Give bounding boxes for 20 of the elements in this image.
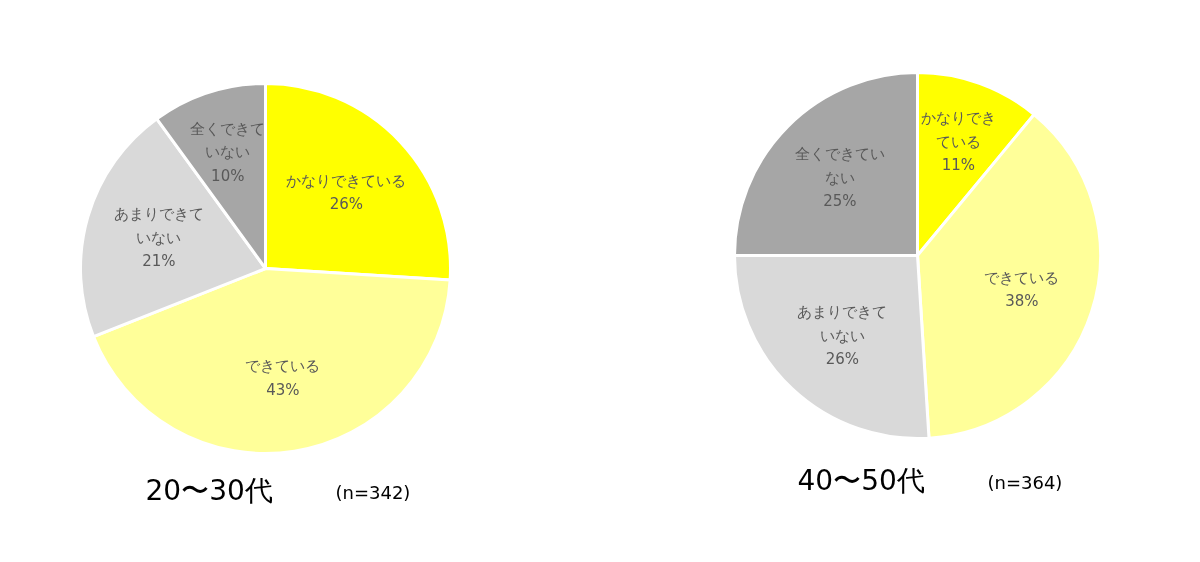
data-label: 25% (823, 192, 857, 211)
slice-label: かなりできている (286, 171, 407, 190)
text: 20〜30代 (145, 474, 273, 507)
text: (n=342) (335, 482, 411, 503)
data-label: 38% (1005, 292, 1039, 311)
slice-label: できている (245, 357, 321, 376)
text: 40〜50代 (797, 464, 925, 497)
data-label: 21% (142, 251, 176, 270)
slice-label: 全くできていない (794, 145, 885, 187)
data-label: 11% (941, 156, 976, 175)
slice-label: 全くできていない (190, 119, 266, 162)
data-label: 10% (211, 166, 245, 185)
text: (n=364) (987, 472, 1063, 493)
slice-label: かなりできている (920, 109, 996, 151)
slice-label: できている (984, 268, 1060, 287)
data-label: 43% (266, 380, 300, 399)
data-label: 26% (329, 195, 364, 214)
slice-label: あまりできていない (113, 205, 204, 247)
slice-label: あまりできていない (797, 303, 888, 345)
data-label: 26% (825, 349, 860, 368)
